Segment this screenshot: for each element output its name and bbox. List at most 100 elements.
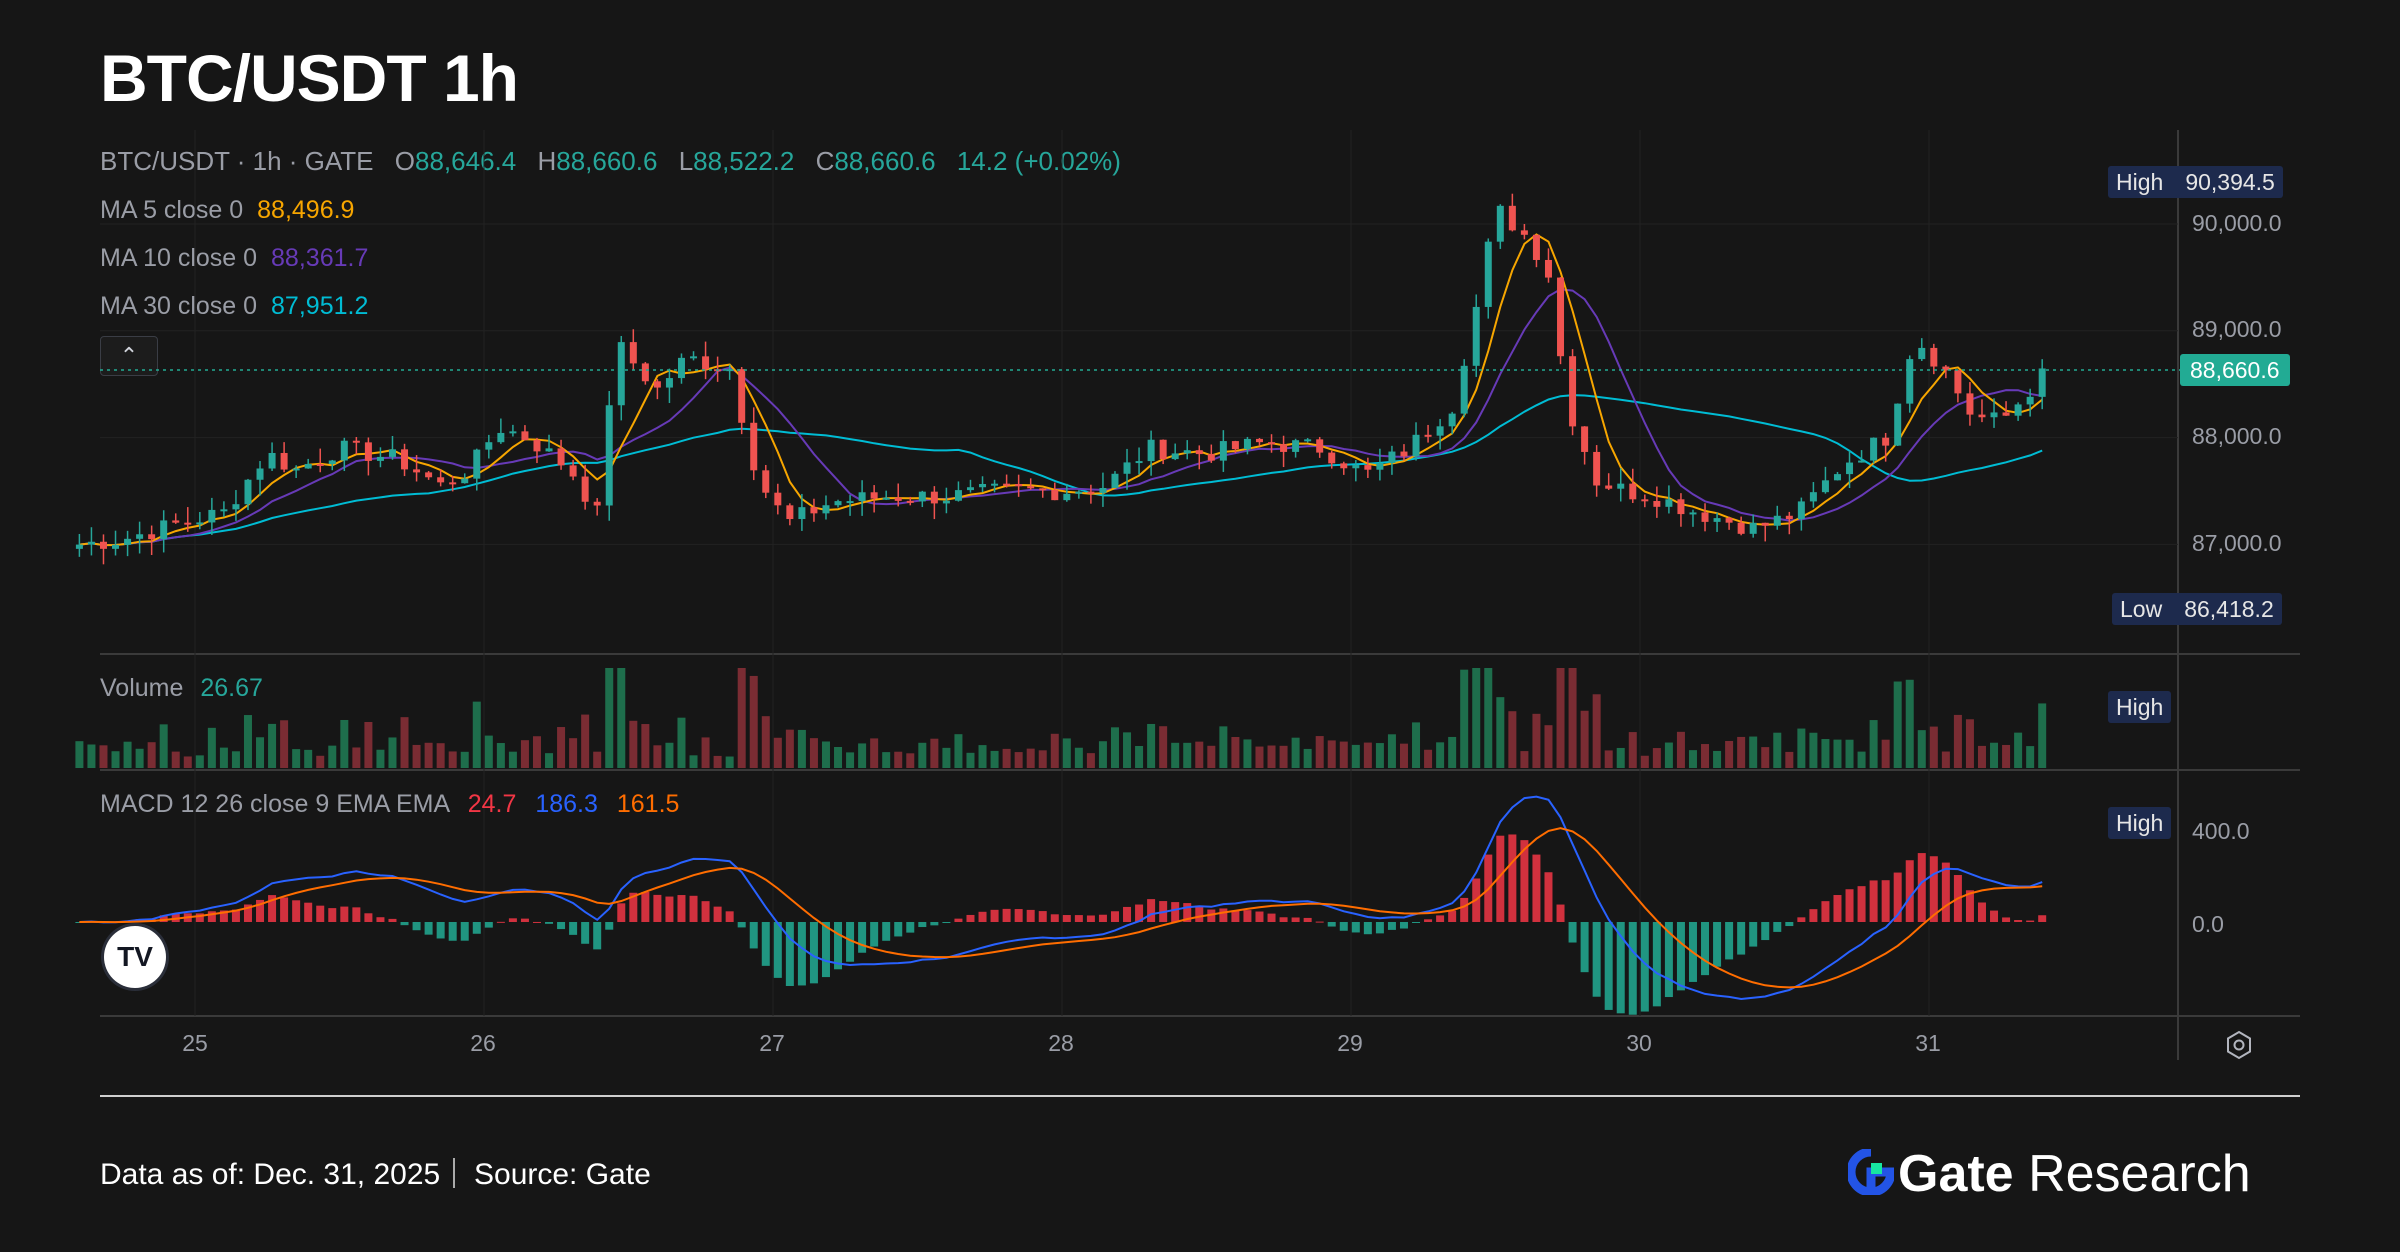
macd-histogram-bar (231, 909, 240, 922)
volume-bar (1412, 722, 1421, 768)
volume-bar (1869, 720, 1878, 768)
macd-histogram-bar (846, 922, 855, 962)
volume-bar (1460, 669, 1469, 768)
macd-histogram-bar (1387, 922, 1396, 930)
volume-bar (1532, 713, 1541, 768)
macd-histogram-bar (725, 911, 734, 922)
candle-body (1135, 461, 1143, 464)
volume-bar (894, 751, 903, 768)
tradingview-logo[interactable]: TV (104, 926, 166, 988)
volume-bar (1508, 711, 1517, 768)
candle-body (1388, 451, 1396, 463)
macd-histogram-bar (1171, 902, 1180, 922)
volume-bar (171, 751, 180, 768)
volume-bar (545, 753, 554, 768)
macd-histogram-bar (870, 922, 879, 947)
macd-histogram-bar (1676, 922, 1685, 991)
volume-bar (1207, 745, 1216, 768)
settings-gear-icon[interactable] (2224, 1030, 2254, 1060)
candle-body (1231, 441, 1239, 450)
volume-bar (1713, 750, 1722, 768)
volume-bar (773, 737, 782, 768)
macd-histogram-bar (1219, 908, 1228, 922)
candle-body (1340, 463, 1348, 469)
ma5-legend[interactable]: MA 5 close 0 88,496.9 (100, 196, 354, 225)
volume-bar (1761, 747, 1770, 768)
candle-body (726, 369, 734, 372)
volume-bar (1436, 742, 1445, 768)
candle-body (1460, 365, 1468, 414)
volume-bar (111, 751, 120, 768)
candle-body (1424, 434, 1432, 437)
volume-bar (1676, 731, 1685, 768)
candle-body (1195, 450, 1203, 455)
ma10-legend[interactable]: MA 10 close 0 88,361.7 (100, 244, 368, 273)
macd-histogram-bar (1074, 915, 1083, 922)
volume-value: 26.67 (200, 674, 263, 702)
volume-bar (1953, 714, 1962, 768)
candle-body (1894, 403, 1902, 446)
volume-bar (460, 751, 469, 768)
volume-bar (1135, 745, 1144, 768)
volume-bar (954, 734, 963, 768)
macd-histogram-bar (1616, 922, 1625, 1014)
macd-histogram-bar (1147, 899, 1156, 922)
volume-bar (304, 749, 313, 768)
volume-bar (797, 729, 806, 768)
volume-bar (2026, 746, 2035, 768)
macd-histogram-bar (1797, 917, 1806, 922)
volume-bar (882, 752, 891, 768)
volume-bar (906, 753, 915, 768)
candle-body (112, 544, 120, 549)
ma30-legend[interactable]: MA 30 close 0 87,951.2 (100, 292, 368, 321)
macd-histogram-bar (1207, 909, 1216, 922)
candle-body (280, 452, 288, 470)
macd-legend[interactable]: MACD 12 26 close 9 EMA EMA 24.7 186.3 16… (100, 790, 679, 819)
volume-bar (316, 755, 325, 768)
macd-histogram-bar (364, 913, 373, 922)
macd-histogram-bar (1050, 914, 1059, 922)
macd-histogram-bar (75, 922, 84, 923)
candle-body (894, 497, 902, 501)
candle-body (292, 468, 300, 471)
candle-body (846, 501, 854, 504)
macd-histogram-bar (1038, 911, 1047, 922)
candle-body (521, 431, 529, 440)
candle-body (256, 468, 264, 480)
volume-bar (677, 717, 686, 768)
volume-bar (1050, 733, 1059, 768)
symbol-label[interactable]: BTC/USDT · 1h · GATE (100, 146, 374, 176)
volume-bar (785, 729, 794, 768)
macd-histogram-bar (1448, 910, 1457, 922)
volume-bar (1809, 732, 1818, 768)
macd-line-value: 186.3 (535, 790, 598, 818)
volume-legend[interactable]: Volume 26.67 (100, 674, 263, 703)
macd-histogram-bar (1002, 908, 1011, 922)
macd-histogram-bar (1062, 915, 1071, 922)
volume-bar (364, 722, 373, 768)
candle-body (172, 520, 180, 523)
candle-body (581, 476, 589, 502)
data-source: Source: Gate (474, 1158, 651, 1191)
candle-body (364, 442, 372, 461)
volume-bar (1291, 737, 1300, 768)
macd-histogram-bar (340, 906, 349, 922)
volume-bar (581, 714, 590, 768)
macd-high-badge: High (2108, 807, 2172, 839)
macd-histogram-bar (1640, 922, 1649, 1012)
candle-body (1858, 460, 1866, 463)
macd-histogram-bar (376, 917, 385, 922)
macd-histogram-bar (328, 908, 337, 922)
volume-bar (1424, 749, 1433, 768)
volume-bar (484, 735, 493, 768)
volume-bar (1965, 719, 1974, 768)
candle-body (1171, 453, 1179, 460)
macd-histogram-bar (954, 918, 963, 922)
macd-tick-label: 0.0 (2192, 911, 2224, 937)
candle-body (99, 541, 107, 549)
macd-histogram-bar (219, 910, 228, 922)
volume-bar (280, 720, 289, 768)
candle-body (497, 432, 505, 443)
candle-body (449, 482, 457, 485)
